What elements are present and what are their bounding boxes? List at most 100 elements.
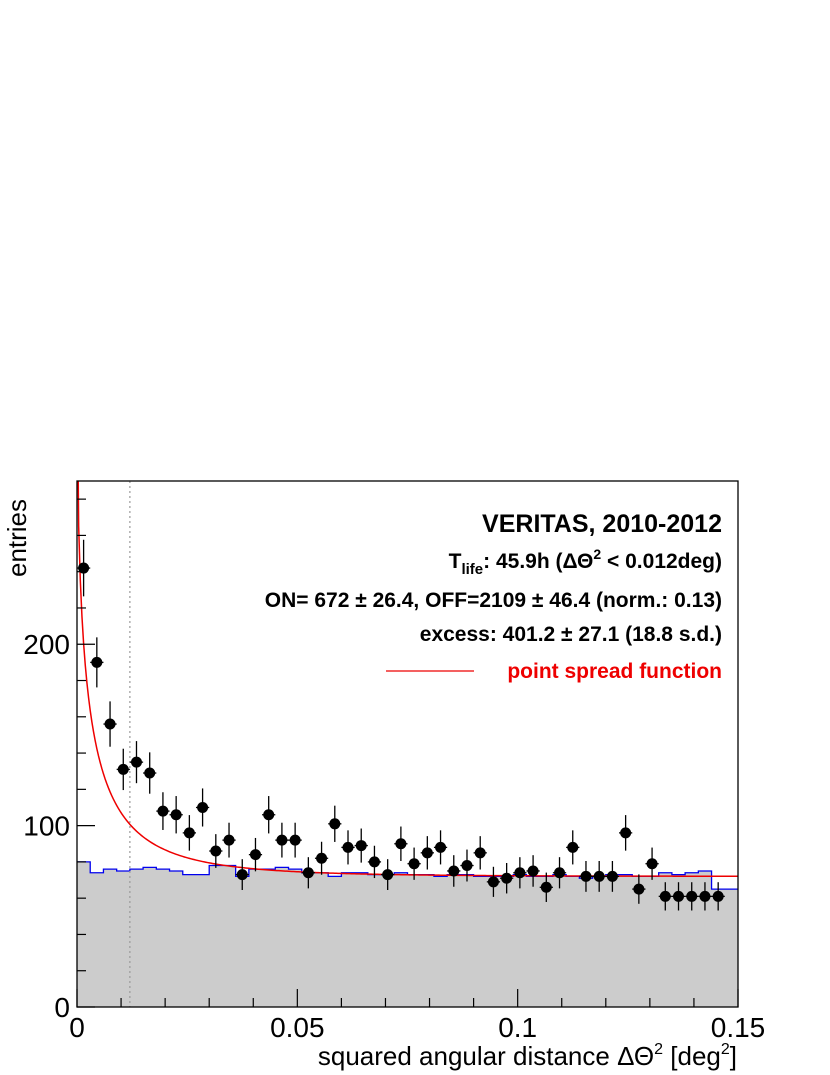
on-marker bbox=[620, 827, 632, 839]
on-marker bbox=[474, 847, 486, 859]
on-data-point bbox=[460, 849, 474, 882]
x-tick-label: 0.1 bbox=[498, 1012, 537, 1043]
on-data-point bbox=[698, 882, 712, 911]
legend-on-off: ON= 672 ± 26.4, OFF=2109 ± 46.4 (norm.: … bbox=[265, 589, 722, 612]
on-data-point bbox=[685, 882, 699, 911]
plot-clip-group bbox=[77, 481, 738, 1007]
on-data-point bbox=[394, 826, 408, 861]
on-data-point bbox=[592, 860, 606, 892]
on-marker bbox=[395, 838, 407, 850]
on-data-point bbox=[711, 882, 725, 911]
on-marker bbox=[144, 767, 156, 779]
legend-psf-label: point spread function bbox=[507, 660, 722, 683]
on-marker bbox=[329, 818, 341, 830]
on-data-point bbox=[314, 841, 329, 875]
on-data-point bbox=[500, 862, 514, 894]
on-data-point bbox=[248, 837, 263, 872]
x-tick-label: 0 bbox=[69, 1012, 85, 1043]
y-tick-label: 200 bbox=[23, 629, 70, 660]
on-data-point bbox=[275, 822, 289, 858]
on-data-point bbox=[90, 637, 104, 688]
on-marker bbox=[157, 805, 169, 817]
on-marker bbox=[646, 858, 658, 870]
on-data-point bbox=[367, 845, 382, 879]
on-marker bbox=[210, 845, 222, 857]
on-marker bbox=[130, 756, 142, 768]
on-data-point bbox=[552, 857, 567, 889]
on-marker bbox=[487, 876, 499, 888]
axes: 0 0.05 0.1 0.15 0 100 200 bbox=[23, 480, 766, 1043]
x-tick-label: 0.05 bbox=[270, 1012, 325, 1043]
on-data-point bbox=[341, 830, 355, 865]
on-data-point bbox=[658, 882, 672, 911]
on-marker bbox=[514, 867, 526, 879]
on-marker bbox=[580, 870, 592, 882]
on-marker bbox=[236, 869, 248, 881]
on-marker bbox=[302, 867, 314, 879]
on-data-point bbox=[182, 815, 196, 851]
on-marker bbox=[673, 890, 685, 902]
on-data-point bbox=[420, 836, 434, 870]
on-data-point bbox=[579, 860, 593, 892]
legend: VERITAS, 2010-2012 Tlife: 45.9h (ΔΘ2 < 0… bbox=[265, 510, 722, 683]
y-axis-title: entries bbox=[2, 499, 32, 577]
on-marker bbox=[527, 865, 539, 877]
on-marker bbox=[78, 562, 90, 574]
on-marker bbox=[659, 890, 671, 902]
on-marker bbox=[104, 718, 116, 730]
on-data-point bbox=[103, 701, 117, 747]
plot-area bbox=[77, 481, 738, 1007]
on-data-point bbox=[129, 741, 144, 784]
on-data-point bbox=[156, 792, 170, 830]
on-marker bbox=[712, 890, 724, 902]
on-marker bbox=[606, 870, 618, 882]
on-data-point bbox=[195, 788, 210, 827]
on-marker bbox=[289, 834, 301, 846]
on-data-point bbox=[143, 752, 157, 794]
on-data-point bbox=[407, 847, 421, 880]
on-marker bbox=[421, 847, 433, 859]
off-histogram-fill bbox=[77, 861, 738, 1007]
on-data-point bbox=[486, 866, 501, 897]
y-tick-label: 100 bbox=[23, 811, 70, 842]
on-marker bbox=[593, 870, 605, 882]
on-marker bbox=[263, 809, 275, 821]
on-data-point bbox=[328, 805, 342, 842]
on-marker bbox=[435, 841, 447, 853]
on-data-point bbox=[566, 830, 580, 865]
on-marker bbox=[686, 890, 698, 902]
on-data-point bbox=[381, 859, 395, 891]
on-marker bbox=[355, 840, 367, 852]
on-data-point bbox=[605, 860, 620, 892]
y-tick-label: 0 bbox=[54, 992, 70, 1023]
on-data-point bbox=[354, 828, 368, 863]
on-marker bbox=[117, 763, 129, 775]
on-marker bbox=[197, 801, 209, 813]
on-marker bbox=[699, 890, 711, 902]
on-marker bbox=[249, 849, 261, 861]
legend-title: VERITAS, 2010-2012 bbox=[482, 510, 722, 538]
on-marker bbox=[501, 872, 513, 884]
on-marker bbox=[316, 852, 328, 864]
on-data-point bbox=[513, 857, 527, 889]
on-marker bbox=[633, 883, 645, 895]
x-axis-title: squared angular distance ΔΘ2 [deg2] bbox=[318, 1041, 737, 1071]
on-data-point bbox=[433, 830, 448, 865]
on-data-point bbox=[539, 872, 553, 902]
on-data-point bbox=[169, 796, 183, 834]
legend-excess: excess: 401.2 ± 27.1 (18.8 s.d.) bbox=[420, 623, 722, 646]
on-marker bbox=[540, 881, 552, 893]
on-marker bbox=[554, 867, 566, 879]
on-marker bbox=[276, 834, 288, 846]
x-tick-label: 0.15 bbox=[711, 1012, 766, 1043]
on-data-point bbox=[116, 748, 130, 791]
on-data-point bbox=[671, 882, 686, 911]
on-data-point bbox=[235, 859, 249, 891]
on-marker bbox=[448, 865, 460, 877]
on-data-point bbox=[447, 855, 461, 887]
on-marker bbox=[170, 809, 182, 821]
on-marker bbox=[342, 841, 354, 853]
off-histogram-line bbox=[77, 861, 738, 890]
on-data-point bbox=[526, 855, 540, 887]
